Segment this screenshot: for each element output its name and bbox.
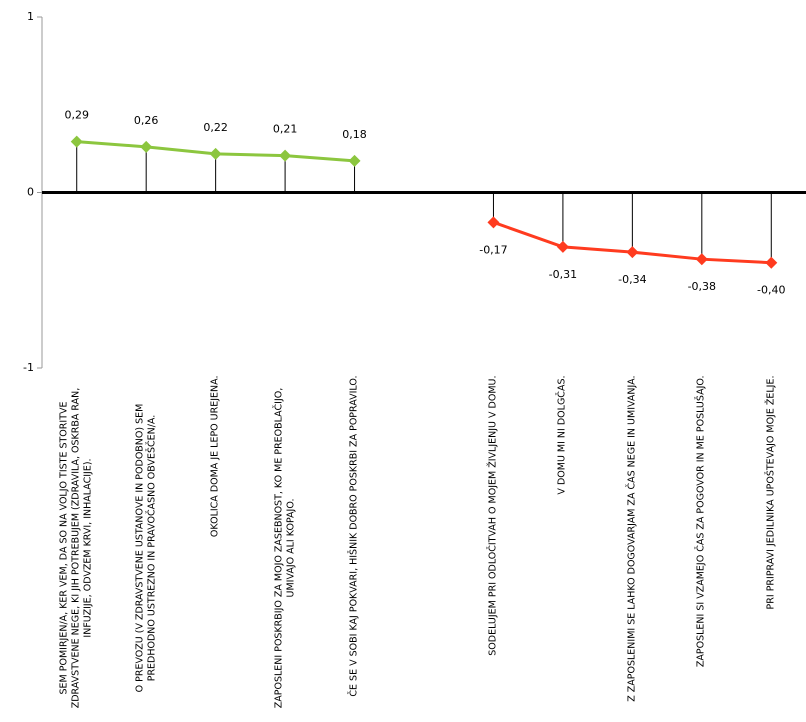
- x-tick-label: OKOLICA DOMA JE LEPO UREJENA.: [183, 375, 249, 720]
- value-label: -0,38: [688, 280, 716, 293]
- x-tick-label: SEM POMIRJEN/A, KER VEM, DA SO NA VOLJO …: [44, 375, 110, 720]
- marker: [279, 149, 292, 162]
- value-label: 0,18: [342, 128, 367, 141]
- x-tick-label: ZAPOSLENI POSKRBIJO ZA MOJO ZASEBNOST, K…: [252, 375, 318, 720]
- x-tick-text: SODELUJEM PRI ODLOČITVAH O MOJEM ŽIVLJEN…: [487, 375, 499, 656]
- x-tick-text: Z ZAPOSLENIMI SE LAHKO DOGOVARJAM ZA ČAS…: [626, 375, 638, 702]
- value-label: 0,29: [64, 109, 89, 122]
- value-label: -0,31: [549, 268, 577, 281]
- marker: [626, 246, 639, 259]
- x-tick-label: SODELUJEM PRI ODLOČITVAH O MOJEM ŽIVLJEN…: [460, 375, 526, 720]
- value-label: 0,26: [134, 114, 159, 127]
- x-tick-text: ČE SE V SOBI KAJ POKVARI, HIŠNIK DOBRO P…: [348, 375, 360, 697]
- y-tick-label: 1: [27, 10, 34, 23]
- x-tick-label: ZAPOSLENI SI VZAMEJO ČAS ZA POGOVOR IN M…: [669, 375, 735, 720]
- x-tick-text: PRI PRIPRAVI JEDILNIKA UPOŠTEVAJO MOJE Ž…: [765, 375, 777, 609]
- x-tick-text: SEM POMIRJEN/A, KER VEM, DA SO NA VOLJO …: [58, 387, 94, 708]
- value-label: -0,17: [479, 243, 507, 256]
- x-tick-label: O PREVOZU (V ZDRAVSTVENE USTANOVE IN POD…: [113, 375, 179, 720]
- value-label: 0,22: [203, 121, 228, 134]
- value-label: -0,40: [757, 284, 785, 297]
- marker: [695, 253, 708, 266]
- x-tick-text: OKOLICA DOMA JE LEPO UREJENA.: [209, 375, 221, 537]
- x-tick-text: ZAPOSLENI SI VZAMEJO ČAS ZA POGOVOR IN M…: [695, 375, 707, 667]
- x-tick-label: Z ZAPOSLENIMI SE LAHKO DOGOVARJAM ZA ČAS…: [599, 375, 665, 720]
- x-tick-text: V DOMU MI NI DOLGČAS.: [556, 375, 568, 495]
- marker: [140, 140, 153, 153]
- y-tick-label: -1: [23, 361, 34, 374]
- marker: [765, 256, 778, 269]
- y-tick-label: 0: [27, 186, 34, 199]
- marker: [348, 154, 361, 167]
- value-label: 0,21: [273, 123, 298, 136]
- x-tick-label: PRI PRIPRAVI JEDILNIKA UPOŠTEVAJO MOJE Ž…: [738, 375, 804, 720]
- marker: [70, 135, 83, 148]
- x-tick-label: V DOMU MI NI DOLGČAS.: [530, 375, 596, 720]
- x-tick-text: O PREVOZU (V ZDRAVSTVENE USTANOVE IN POD…: [134, 403, 158, 692]
- marker: [487, 216, 500, 229]
- marker: [209, 147, 222, 160]
- x-tick-text: ZAPOSLENI POSKRBIJO ZA MOJO ZASEBNOST, K…: [273, 387, 297, 708]
- value-label: -0,34: [618, 273, 646, 286]
- x-tick-label: ČE SE V SOBI KAJ POKVARI, HIŠNIK DOBRO P…: [322, 375, 388, 720]
- marker: [556, 240, 569, 253]
